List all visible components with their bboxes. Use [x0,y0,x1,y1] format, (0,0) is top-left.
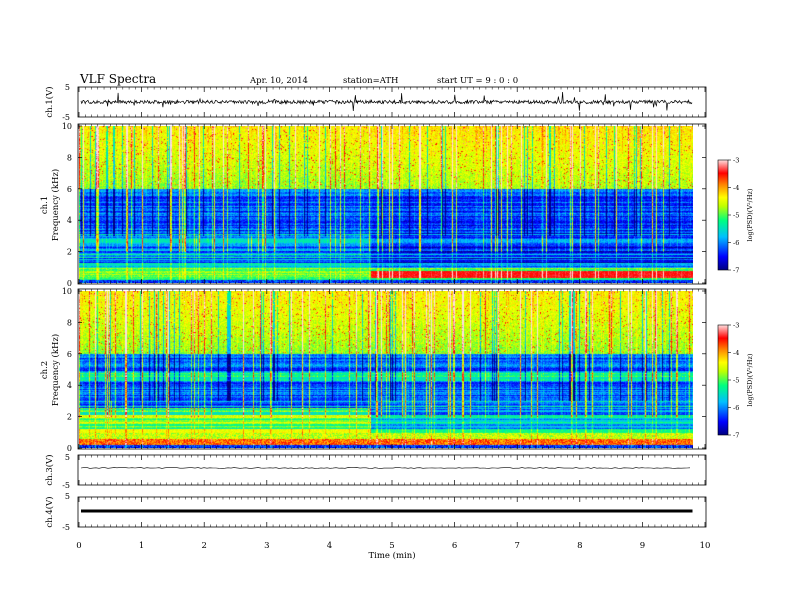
time-axis-tick-label: 6 [452,541,457,551]
ch1-spectrogram-ytick-label: 2 [67,248,72,257]
ch2-colorbar-tick-label: -6 [733,404,739,412]
time-axis-tick-label: 1 [139,541,144,551]
ch2-spectrogram-ylabel-frequency: Frequency (kHz) [50,334,61,406]
ch1-spectrogram-panel: 0 2 4 6 8 10 ch.1 Frequency (kHz) [40,122,707,288]
ch1-spectrogram-ylabel-frequency: Frequency (kHz) [50,169,61,241]
ch2-spectrogram-ytick-label: 4 [67,381,72,390]
figure-title: VLF Spectra [79,72,156,86]
ch1-waveform-ylabel: ch.1(V) [44,86,55,117]
ch3-waveform-panel: 5 -5 ch.3(V) [44,453,707,490]
time-axis-tick-label: 8 [577,541,582,551]
ch1-colorbar: -3 -4 -5 -6 -7 log(PSD)(V²/Hz) [717,157,754,275]
ch2-spectrogram-panel: 0 2 4 6 8 10 ch.2 Frequency (kHz) [40,287,707,453]
date-label: Apr. 10, 2014 [249,76,308,86]
ch1-colorbar-gradient [717,159,729,271]
ch2-spectrogram-ytick-label: 2 [67,413,72,422]
time-axis-label: Time (min) [368,550,415,561]
ch1-spectrogram-ytick-label: 10 [62,122,72,131]
ch3-ytick-top: 5 [65,453,70,462]
ch4-waveform-ylabel: ch.4(V) [44,496,55,527]
ch2-spectrogram-heatmap [79,291,693,448]
ch2-spectrogram-ytick-label: 6 [67,350,72,359]
station-label: station=ATH [343,76,398,86]
ch1-colorbar-tick-label: -7 [733,267,739,275]
ch2-colorbar: -3 -4 -5 -6 -7 log(PSD)(V²/Hz) [717,322,754,440]
ch3-waveform-ylabel: ch.3(V) [44,454,55,485]
ch1-ytick-top: 5 [65,83,70,92]
ch1-ytick-bottom: -5 [62,113,70,122]
time-axis-tick-label: 0 [76,541,81,551]
ch4-ytick-bottom: -5 [62,523,70,532]
ch3-ytick-bottom: -5 [62,481,70,490]
ch1-colorbar-tick-label: -4 [733,184,739,192]
ch2-spectrogram-ytick-label: 8 [67,318,72,327]
time-axis-tick-label: 5 [389,541,394,551]
ch2-colorbar-tick-label: -5 [733,377,739,385]
time-axis-tick-label: 9 [640,541,645,551]
ch2-spectrogram-ylabel-channel: ch.2 [40,361,50,379]
ch1-colorbar-tick-label: -5 [733,212,739,220]
ch1-waveform-panel: 5 -5 ch.1(V) [44,83,707,122]
time-axis-tick-label: 7 [514,541,519,551]
ch3-waveform-trace [80,467,691,469]
ch2-colorbar-tick-label: -7 [733,432,739,440]
ch2-spectrogram-ytick-label: 0 [67,444,72,453]
ch1-colorbar-tick-label: -6 [733,239,739,247]
ch1-spectrogram-ytick-label: 6 [67,185,72,194]
time-axis-ticks [78,87,706,527]
time-axis-tick-label: 4 [327,541,332,551]
ch1-spectrogram-ytick-label: 4 [67,216,72,225]
time-axis-tick-labels: 0 1 2 3 4 5 6 7 8 9 10 [76,541,710,551]
ch1-waveform-trace [80,91,693,112]
ch2-spectrogram-ytick-label: 10 [62,287,72,296]
ch2-colorbar-tick-label: -4 [733,349,739,357]
ch1-spectrogram-ytick-label: 0 [67,279,72,288]
ch1-colorbar-tick-label: -3 [733,157,739,165]
time-axis-tick-label: 3 [264,541,269,551]
start-time-label: start UT = 9 : 0 : 0 [437,76,518,86]
ch1-colorbar-label: log(PSD)(V²/Hz) [746,188,754,241]
time-axis-tick-label: 2 [201,541,206,551]
ch1-spectrogram-heatmap [79,126,693,283]
ch2-colorbar-label: log(PSD)(V²/Hz) [746,353,754,406]
ch4-waveform-panel: 5 -5 ch.4(V) [44,492,707,532]
time-axis-tick-label: 10 [700,541,711,551]
ch2-colorbar-tick-label: -3 [733,322,739,330]
ch1-spectrogram-ytick-label: 8 [67,153,72,162]
ch2-colorbar-gradient [717,324,729,436]
ch4-ytick-top: 5 [65,492,70,501]
ch1-spectrogram-ylabel-channel: ch.1 [40,196,50,214]
